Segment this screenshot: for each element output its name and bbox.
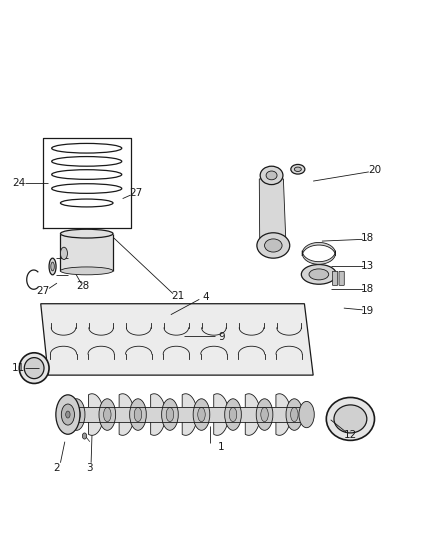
Ellipse shape [286, 399, 303, 430]
Ellipse shape [260, 166, 283, 184]
Polygon shape [182, 394, 197, 435]
Text: 21: 21 [171, 291, 184, 301]
Text: 20: 20 [368, 165, 381, 175]
Ellipse shape [294, 167, 301, 172]
Text: 19: 19 [361, 306, 374, 316]
Ellipse shape [25, 358, 44, 378]
Polygon shape [68, 407, 307, 423]
Ellipse shape [301, 264, 336, 284]
Ellipse shape [291, 165, 305, 174]
Polygon shape [41, 304, 313, 375]
Text: 27: 27 [129, 188, 142, 198]
Ellipse shape [61, 404, 74, 425]
Ellipse shape [266, 171, 277, 180]
Ellipse shape [19, 353, 49, 383]
Ellipse shape [56, 395, 80, 434]
Polygon shape [214, 394, 229, 435]
Ellipse shape [256, 399, 273, 430]
Ellipse shape [198, 407, 205, 422]
Ellipse shape [225, 399, 241, 430]
Text: 24: 24 [12, 178, 25, 188]
Text: 11: 11 [12, 363, 25, 373]
Polygon shape [151, 394, 166, 435]
Text: 27: 27 [36, 286, 49, 296]
Ellipse shape [166, 407, 174, 422]
Ellipse shape [326, 398, 374, 440]
Polygon shape [302, 251, 336, 264]
Polygon shape [245, 394, 260, 435]
Text: 1: 1 [218, 442, 225, 452]
Ellipse shape [51, 262, 54, 271]
FancyBboxPatch shape [332, 271, 338, 285]
Ellipse shape [162, 399, 178, 430]
Ellipse shape [261, 407, 268, 422]
Text: 3: 3 [86, 463, 93, 473]
Polygon shape [302, 243, 336, 256]
Ellipse shape [265, 239, 282, 252]
Ellipse shape [130, 399, 146, 430]
Ellipse shape [103, 407, 111, 422]
Text: 12: 12 [344, 430, 357, 440]
Ellipse shape [60, 229, 113, 238]
Text: 2: 2 [53, 463, 60, 473]
Ellipse shape [134, 407, 142, 422]
Ellipse shape [60, 267, 113, 275]
Text: 18: 18 [361, 284, 374, 294]
Text: 4: 4 [202, 292, 209, 302]
Ellipse shape [299, 401, 314, 427]
Ellipse shape [73, 407, 81, 422]
Ellipse shape [229, 407, 237, 422]
Ellipse shape [309, 269, 328, 280]
Ellipse shape [66, 411, 70, 418]
FancyBboxPatch shape [339, 271, 344, 285]
Ellipse shape [257, 233, 290, 258]
Polygon shape [60, 234, 113, 271]
Ellipse shape [68, 399, 85, 430]
Text: 28: 28 [77, 281, 90, 291]
Ellipse shape [290, 407, 298, 422]
Ellipse shape [60, 247, 67, 260]
Ellipse shape [193, 399, 210, 430]
Text: 18: 18 [361, 233, 374, 243]
Polygon shape [88, 394, 103, 435]
Ellipse shape [99, 399, 116, 430]
Ellipse shape [82, 433, 87, 439]
Text: 13: 13 [361, 261, 374, 271]
Polygon shape [119, 394, 134, 435]
Polygon shape [276, 394, 291, 435]
Text: 9: 9 [218, 332, 225, 342]
Polygon shape [259, 179, 286, 246]
Ellipse shape [334, 405, 367, 433]
Ellipse shape [49, 258, 56, 275]
